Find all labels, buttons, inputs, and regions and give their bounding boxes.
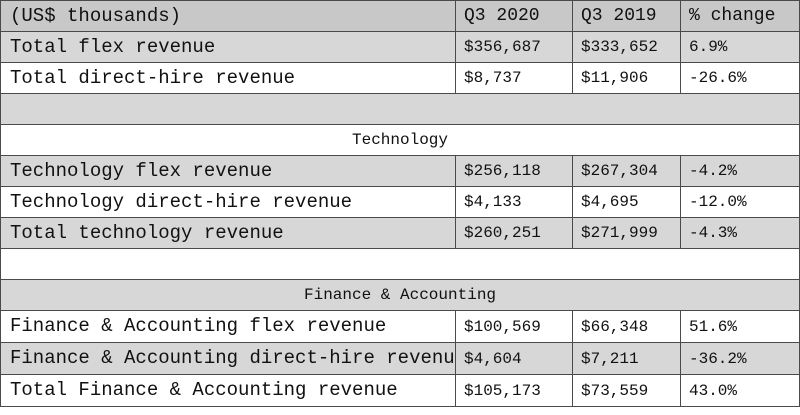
section-title-finance: Finance & Accounting	[0, 279, 800, 311]
q3-2019-value: $66,348	[572, 310, 681, 343]
section-header-row: Technology	[0, 124, 800, 156]
row-label: Total flex revenue	[0, 31, 456, 63]
q3-2020-value: $260,251	[455, 217, 573, 249]
table-row: Technology flex revenue $256,118 $267,30…	[0, 155, 800, 187]
header-percent-change: % change	[680, 0, 800, 32]
row-label: Total direct-hire revenue	[0, 62, 456, 94]
q3-2020-value: $4,133	[455, 186, 573, 218]
percent-change-value: 43.0%	[680, 374, 800, 407]
q3-2020-value: $256,118	[455, 155, 573, 187]
q3-2020-value: $100,569	[455, 310, 573, 343]
row-label: Total Finance & Accounting revenue	[0, 374, 456, 407]
q3-2019-value: $73,559	[572, 374, 681, 407]
header-units: (US$ thousands)	[0, 0, 456, 32]
q3-2020-value: $356,687	[455, 31, 573, 63]
q3-2019-value: $271,999	[572, 217, 681, 249]
spacer-row	[0, 248, 800, 280]
q3-2019-value: $267,304	[572, 155, 681, 187]
percent-change-value: -4.3%	[680, 217, 800, 249]
section-header-row: Finance & Accounting	[0, 279, 800, 311]
header-q3-2019: Q3 2019	[572, 0, 681, 32]
row-label: Finance & Accounting direct-hire revenue	[0, 342, 456, 375]
spacer-row	[0, 93, 800, 125]
percent-change-value: -36.2%	[680, 342, 800, 375]
section-title-technology: Technology	[0, 124, 800, 156]
table-row: Total technology revenue $260,251 $271,9…	[0, 217, 800, 249]
table-row: Total direct-hire revenue $8,737 $11,906…	[0, 62, 800, 94]
table-row: Total flex revenue $356,687 $333,652 6.9…	[0, 31, 800, 63]
q3-2019-value: $11,906	[572, 62, 681, 94]
row-label: Total technology revenue	[0, 217, 456, 249]
percent-change-value: -26.6%	[680, 62, 800, 94]
q3-2019-value: $333,652	[572, 31, 681, 63]
header-q3-2020: Q3 2020	[455, 0, 573, 32]
percent-change-value: 6.9%	[680, 31, 800, 63]
table-row: Finance & Accounting flex revenue $100,5…	[0, 310, 800, 343]
q3-2020-value: $8,737	[455, 62, 573, 94]
spacer-cell	[0, 93, 800, 125]
q3-2019-value: $7,211	[572, 342, 681, 375]
percent-change-value: -4.2%	[680, 155, 800, 187]
q3-2020-value: $105,173	[455, 374, 573, 407]
table-row: Finance & Accounting direct-hire revenue…	[0, 342, 800, 375]
q3-2020-value: $4,604	[455, 342, 573, 375]
percent-change-value: 51.6%	[680, 310, 800, 343]
row-label: Finance & Accounting flex revenue	[0, 310, 456, 343]
percent-change-value: -12.0%	[680, 186, 800, 218]
table-row: Technology direct-hire revenue $4,133 $4…	[0, 186, 800, 218]
table-row: Total Finance & Accounting revenue $105,…	[0, 374, 800, 407]
row-label: Technology direct-hire revenue	[0, 186, 456, 218]
row-label: Technology flex revenue	[0, 155, 456, 187]
q3-2019-value: $4,695	[572, 186, 681, 218]
spacer-cell	[0, 248, 800, 280]
table-header-row: (US$ thousands) Q3 2020 Q3 2019 % change	[0, 0, 800, 32]
